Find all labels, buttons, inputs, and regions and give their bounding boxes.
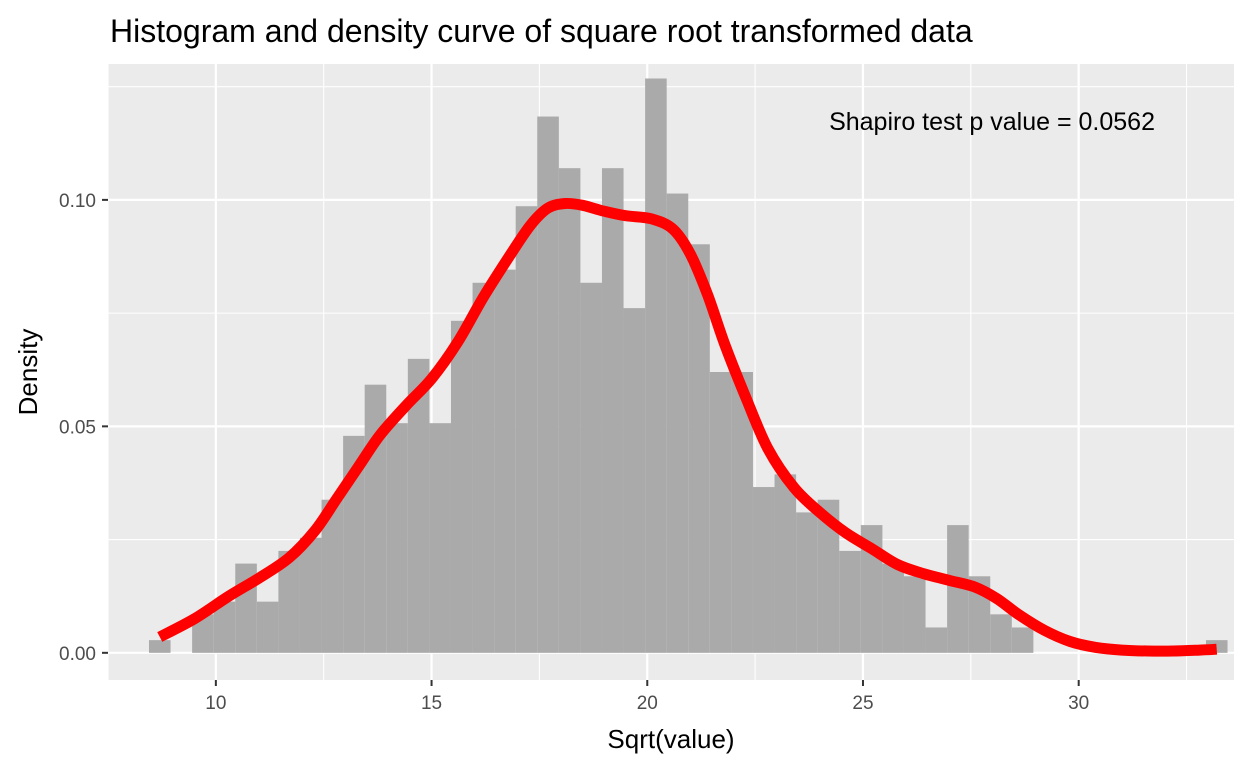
y-axis-title: Density [13, 329, 43, 416]
histogram-bar [299, 537, 322, 653]
histogram-bar [645, 78, 667, 653]
histogram-bars [148, 78, 1228, 653]
y-tick-label: 0.00 [59, 644, 96, 665]
histogram-bar [580, 282, 602, 653]
x-axis-title: Sqrt(value) [607, 724, 734, 754]
shapiro-annotation: Shapiro test p value = 0.0562 [829, 108, 1155, 136]
y-axis: 0.00 0.05 0.10 [59, 191, 108, 665]
x-tick-label: 15 [421, 693, 442, 714]
histogram-bar [882, 563, 904, 653]
histogram-bar [450, 320, 473, 653]
histogram-bar [256, 601, 279, 653]
histogram-bar [192, 614, 214, 653]
histogram-bar [752, 487, 775, 653]
histogram-bar [321, 499, 344, 653]
y-tick-label: 0.05 [59, 417, 96, 438]
histogram-bar [623, 308, 646, 653]
histogram-bar [709, 372, 732, 653]
x-tick-label: 25 [852, 693, 873, 714]
histogram-bar [537, 116, 559, 653]
histogram-bar [903, 576, 926, 653]
density-curve [157, 197, 1218, 657]
histogram-bar [472, 282, 495, 653]
histogram-bar [796, 512, 818, 653]
histogram-bar [947, 525, 969, 653]
histogram-bar [817, 499, 840, 653]
histogram-bar [148, 640, 171, 653]
histogram-bar [990, 614, 1012, 653]
histogram-bar [429, 423, 451, 653]
histogram-bar [494, 269, 516, 653]
histogram-bar [774, 474, 797, 653]
x-tick-label: 30 [1068, 693, 1089, 714]
x-tick-label: 20 [637, 693, 658, 714]
histogram-bar [601, 168, 624, 653]
histogram-bar [1011, 627, 1034, 653]
histogram-bar [666, 193, 689, 653]
chart-title: Histogram and density curve of square ro… [110, 13, 973, 49]
histogram-bar [925, 627, 948, 653]
histogram-bar [515, 206, 538, 653]
histogram-bar [278, 550, 300, 653]
x-tick-label: 10 [205, 693, 226, 714]
histogram-bar [731, 372, 753, 653]
histogram-bar [558, 168, 581, 653]
y-tick-label: 0.10 [59, 191, 96, 212]
histogram-bar [688, 244, 710, 653]
histogram-bar [213, 601, 236, 653]
x-axis: 10 15 20 25 30 [205, 680, 1089, 714]
histogram-bar [839, 550, 861, 653]
histogram-bar [407, 358, 430, 653]
density-curve-layer [157, 197, 1218, 657]
histogram-bar [386, 423, 408, 653]
